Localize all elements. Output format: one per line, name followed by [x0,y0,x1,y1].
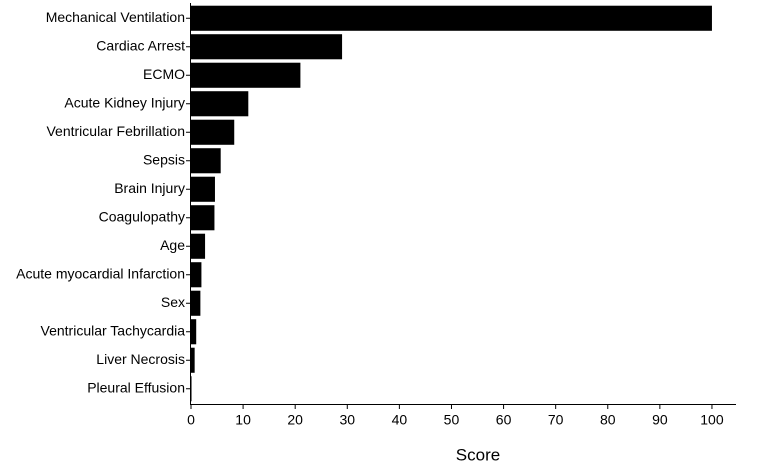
bar [191,119,235,145]
y-tick-label: Ventricular Febrillation [46,123,185,139]
bar [191,347,195,373]
x-tick-label: 70 [548,412,564,428]
x-tick-label: 30 [339,412,355,428]
bar [191,148,221,174]
y-tick-label: ECMO [143,66,185,82]
bar [191,290,201,316]
bar [191,233,206,259]
y-tick-label: Pleural Effusion [87,379,185,395]
bar [191,376,192,402]
x-tick-label: 80 [600,412,616,428]
x-tick-label: 90 [652,412,668,428]
y-tick-label: Age [160,237,185,253]
bar [191,176,215,202]
y-tick-label: Acute Kidney Injury [64,94,185,110]
x-tick-label: 0 [187,412,195,428]
y-tick-label: Mechanical Ventilation [46,9,185,25]
bar [191,62,301,88]
y-tick-label: Brain Injury [114,180,185,196]
x-axis-label: Score [456,445,500,464]
x-tick-label: 60 [496,412,512,428]
y-tick-label: Sepsis [143,151,185,167]
x-tick-label: 10 [235,412,251,428]
bar [191,319,197,345]
bar [191,5,712,31]
x-tick-label: 20 [287,412,303,428]
bar [191,34,343,60]
y-tick-label: Cardiac Arrest [96,37,185,53]
y-tick-label: Ventricular Tachycardia [41,322,186,338]
y-tick-label: Sex [161,294,185,310]
bar [191,91,249,117]
y-tick-label: Liver Necrosis [96,351,185,367]
y-tick-label: Coagulopathy [99,208,185,224]
y-tick-label: Acute myocardial Infarction [16,265,185,281]
x-tick-label: 100 [700,412,724,428]
x-tick-label: 40 [392,412,408,428]
bar [191,262,202,288]
x-tick-label: 50 [444,412,460,428]
bar [191,205,215,231]
